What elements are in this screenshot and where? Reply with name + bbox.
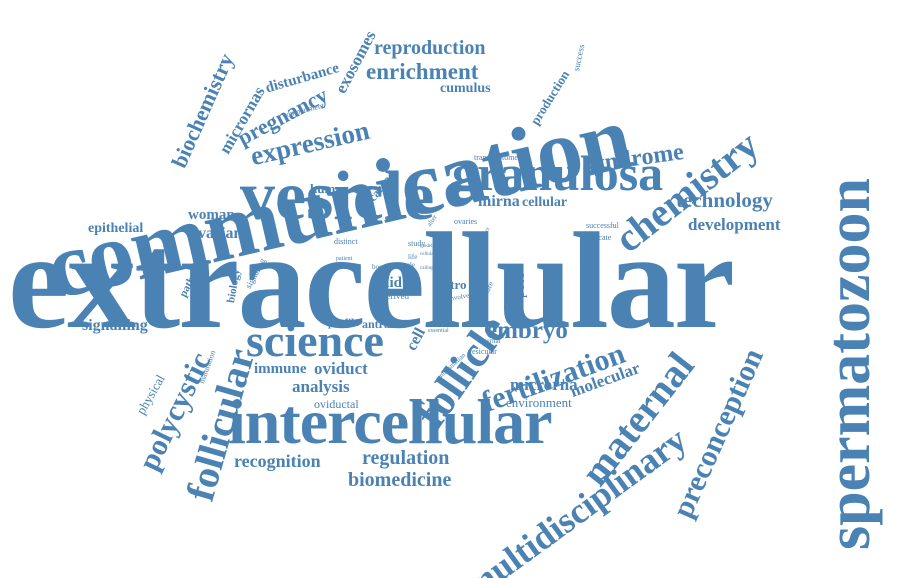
word-enrichment: enrichment [366,59,479,84]
word-intercellular: intercellular [228,386,552,457]
word-cellular-2: cellular [420,252,435,257]
word-biomedicine: biomedicine [348,469,452,491]
word-fluid: fluid [372,275,403,291]
word-mirna: mirna [478,193,520,210]
word-development: development [688,215,781,234]
word-boecs: boecs [372,263,388,271]
word-recognition: recognition [234,451,321,471]
word-cumulus: cumulus [440,81,491,96]
word-calling: calling [420,266,434,271]
word-embryo: embryo [486,317,568,344]
word-external: external [478,337,501,345]
word-extracellular: extracellular [8,204,735,357]
word-signalling: signalling [82,317,148,334]
word-distinct: distinct [334,237,358,246]
word-transcriptome: transcriptome [474,153,518,162]
word-ovaries: ovaries [454,217,478,226]
word-success: success [571,43,587,72]
word-successful: successful [586,221,619,230]
word-epithelial: epithelial [88,221,144,236]
word-oviductal: oviductal [314,397,359,411]
word-reproduction: reproduction [374,37,486,59]
word-human: human [310,181,350,196]
word-science: science [246,315,384,366]
word-profile: profile [328,317,359,329]
word-technology: technology [676,188,773,212]
word-vesicular: vesicular [468,347,497,356]
word-analysis: analysis [292,377,350,396]
word-granulosa: granulosa [452,145,664,201]
word-essential: essential [428,328,449,334]
word-microrna: microrna [510,375,578,394]
word-vitro: vitro [440,277,467,292]
word-spermatozoon: spermatozoon [815,178,883,550]
word-ovarian: ovarian [190,225,243,242]
word-pcos: pcos [513,272,528,298]
word-oviduct: oviduct [314,359,368,378]
word-derived: derived [382,291,409,301]
word-antral: antral [362,317,394,331]
word-immune: immune [254,361,307,377]
word-indicate: indicate [586,233,612,242]
word-vesicle: vesicle [240,158,435,235]
word-role: role [404,261,415,269]
word-environment: environment [506,395,572,410]
word-woman: woman [188,207,235,223]
word-cellular-1: cellular [522,195,568,210]
word-regulation: regulation [362,447,450,469]
word-life: life [408,253,418,261]
word-model: model [420,244,433,249]
word-patient: patient [336,256,353,262]
word-study: study [408,239,426,248]
